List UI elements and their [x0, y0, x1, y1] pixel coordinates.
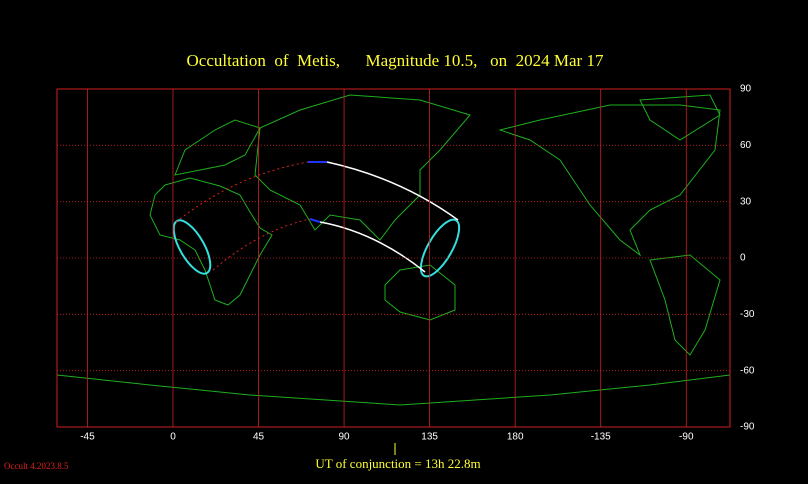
y-tick-label: 90: [740, 84, 752, 95]
conjunction-label: UT of conjunction = 13h 22.8m: [315, 456, 480, 471]
y-tick-label: 60: [740, 140, 752, 151]
y-tick-label: -60: [740, 365, 755, 376]
x-tick-label: 0: [170, 432, 176, 443]
x-tick-label: -90: [679, 432, 694, 443]
x-tick-label: 45: [253, 432, 265, 443]
version-label: Occult 4.2023.8.5: [4, 461, 69, 471]
x-tick-label: -135: [591, 432, 611, 443]
x-tick-label: -45: [80, 432, 95, 443]
y-tick-label: -30: [740, 309, 755, 320]
x-tick-label: 90: [339, 432, 351, 443]
x-tick-label: 180: [507, 432, 524, 443]
occultation-path: [172, 161, 461, 278]
y-tick-label: 30: [740, 196, 752, 207]
chart-title: Occultation of Metis, Magnitude 10.5, on…: [187, 51, 604, 70]
y-tick-label: -90: [740, 422, 755, 433]
x-tick-label: 135: [421, 432, 438, 443]
y-tick-label: 0: [740, 253, 746, 264]
